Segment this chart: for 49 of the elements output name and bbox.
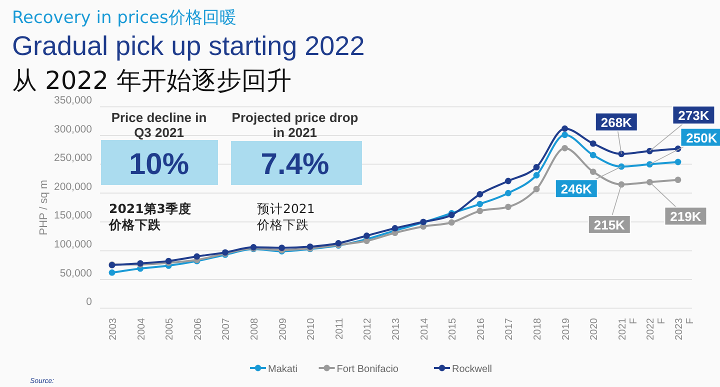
annotation: 7.4% — [260, 148, 330, 181]
y-tick-label: 250,000 — [54, 152, 92, 164]
chart-title: Recovery in prices价格回暖 — [12, 8, 236, 28]
x-tick-label: 2022 F — [646, 318, 668, 340]
x-tick-label: 2018 — [532, 318, 544, 340]
y-tick-label: 200,000 — [54, 180, 92, 193]
x-tick-label: 2019 — [560, 318, 572, 340]
legend-label: Rockwell — [452, 364, 492, 375]
x-tick-label: 2021 F — [617, 318, 640, 340]
x-tick-label: 2003 — [108, 318, 119, 340]
y-tick-label: 100,000 — [54, 238, 92, 250]
y-tick-label: 0 — [86, 296, 92, 308]
y-axis-title: PHP / sq m — [38, 180, 50, 236]
x-tick-label: 2023 F — [674, 318, 696, 340]
y-tick-label: 350,000 — [54, 94, 92, 106]
data-label: 273K — [678, 108, 710, 124]
data-label: 215K — [594, 217, 626, 232]
data-label: 250K — [686, 130, 718, 146]
y-tick-label: 150,000 — [54, 210, 92, 222]
annotation: 10% — [128, 148, 190, 181]
data-label: 219K — [670, 209, 702, 224]
x-tick-label: 2010 — [306, 318, 318, 340]
x-tick-label: 2007 — [221, 318, 232, 340]
data-label: 246K — [560, 182, 593, 197]
x-tick-label: 2014 — [419, 318, 430, 340]
annotation: 预计2021 — [257, 201, 315, 216]
data-label: 268K — [600, 114, 633, 130]
chart-subtitle: Gradual pick up starting 2022 从 2022 年开始逐步回升 — [12, 31, 365, 95]
x-tick-label: 2009 — [278, 318, 289, 340]
x-tick-label: 2006 — [192, 318, 204, 340]
x-tick-label: 2005 — [164, 318, 176, 340]
x-tick-label: 2016 — [476, 318, 487, 340]
x-tick-label: 2020 — [589, 318, 600, 340]
y-tick-label: 300,000 — [54, 123, 92, 136]
annotation: 价格下跌 — [256, 217, 309, 232]
annotation: 价格下跌 — [108, 217, 162, 232]
x-tick-label: 2004 — [136, 318, 148, 340]
legend-label: Makati — [268, 364, 298, 375]
x-tick-label: 2008 — [250, 318, 260, 340]
annotation: Projected price drop in 2021 — [232, 110, 358, 140]
annotation: Price decline in Q3 2021 — [111, 110, 207, 140]
x-tick-label: 2011 — [334, 318, 346, 340]
x-tick-label: 2015 — [448, 318, 459, 340]
x-tick-label: 2017 — [504, 318, 516, 340]
legend-label: Fort Bonifacio — [336, 364, 399, 375]
x-tick-label: 2012 — [362, 318, 374, 340]
annotation: 2021第3季度 — [109, 201, 192, 216]
y-tick-label: 50,000 — [60, 267, 92, 280]
x-tick-label: 2013 — [391, 318, 402, 340]
